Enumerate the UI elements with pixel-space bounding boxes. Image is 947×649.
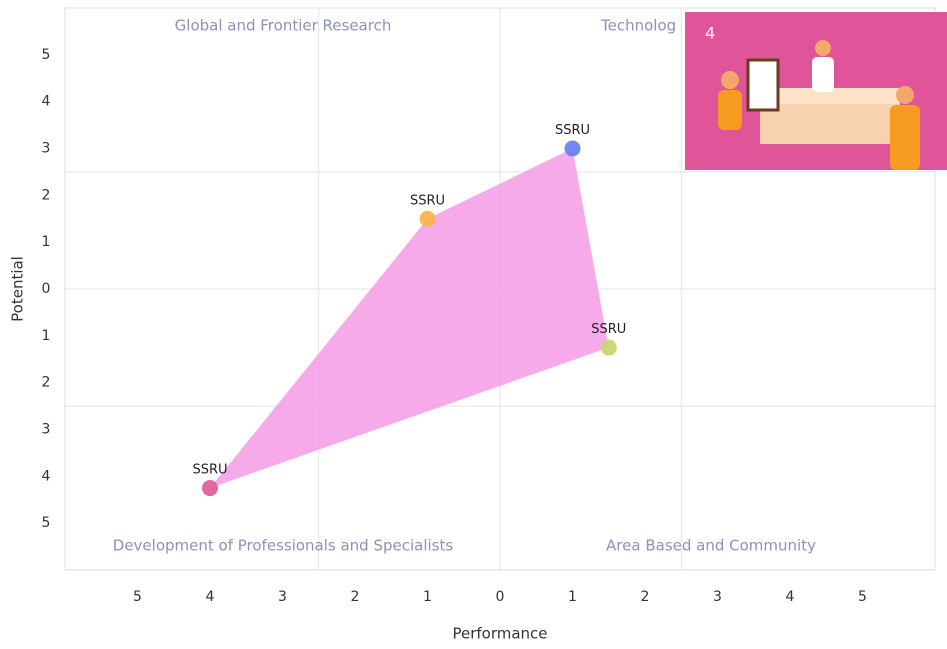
quadrant-label: Technolog [600,17,676,35]
x-tick-label: 1 [423,589,432,605]
y-axis-label: Potential [9,256,27,322]
y-tick-label: 5 [42,47,51,63]
illustration-easel [748,60,778,110]
y-tick-label: 5 [42,515,51,531]
y-tick-label: 3 [42,141,51,157]
point-label: SSRU [192,463,227,478]
point [202,480,218,496]
x-tick-label: 4 [786,589,795,605]
point-label: SSRU [410,193,445,208]
x-tick-label: 3 [713,589,722,605]
illustration-person [718,90,742,130]
page: {"chart_data": {"type": "scatter", "x_la… [0,0,947,649]
x-tick-label: 5 [858,589,867,605]
point [420,211,436,227]
quadrant-label: Area Based and Community [606,537,816,555]
x-tick-label: 5 [133,589,142,605]
y-tick-label: 2 [42,187,51,203]
illustration-person [890,105,920,170]
quadrant-label: Development of Professionals and Special… [113,537,454,555]
y-tick-label: 4 [42,94,51,110]
illustration-person [812,57,834,92]
point [601,340,617,356]
overlay-image: 4 [685,12,947,170]
x-tick-label: 3 [278,589,287,605]
y-tick-label: 0 [42,281,51,297]
illustration-person [896,86,914,104]
y-tick-label: 2 [42,375,51,391]
chart: SSRU SSRU SSRU SSRU Global and Frontier Res… [0,0,947,649]
y-tick-label: 1 [42,234,51,250]
point-label: SSRU [591,322,626,337]
x-tick-label: 0 [496,589,505,605]
x-tick-label: 4 [206,589,215,605]
x-tick-label: 1 [568,589,577,605]
illustration-person [721,71,739,89]
illustration-person [815,40,831,56]
x-axis-label: Performance [452,625,547,643]
y-tick-label: 1 [42,328,51,344]
quadrant-label: Global and Frontier Research [175,17,392,35]
x-tick-label: 2 [351,589,360,605]
y-tick-label: 4 [42,468,51,484]
illustration-table [760,104,900,144]
x-tick-label: 2 [641,589,650,605]
y-tick-label: 3 [42,422,51,438]
overlay-badge: 4 [705,24,715,43]
point [565,141,581,157]
point-label: SSRU [555,123,590,138]
